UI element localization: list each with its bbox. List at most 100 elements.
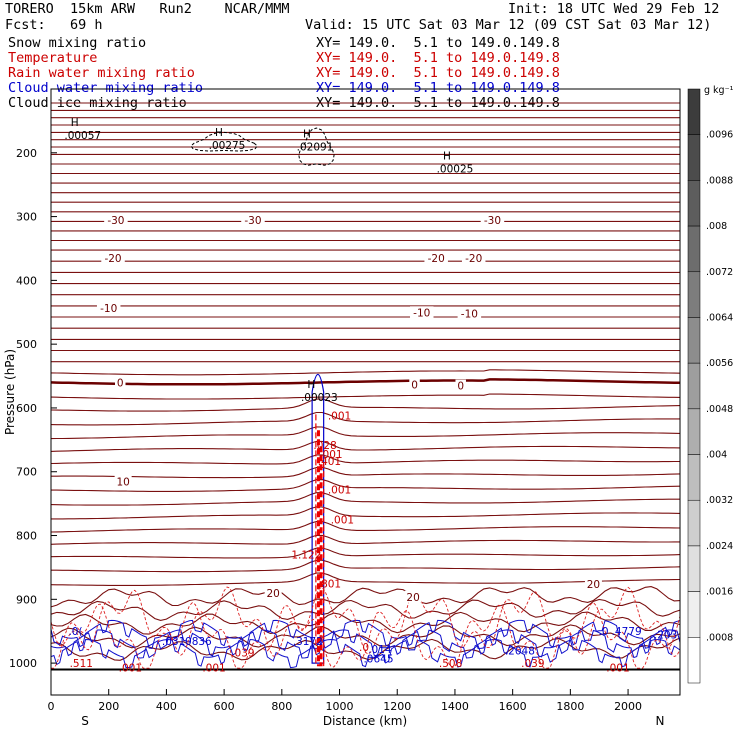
temperature-label: 20 xyxy=(406,592,419,604)
temperature-isotherm xyxy=(50,534,680,545)
cloud-water-label: .3172 xyxy=(293,636,323,648)
colorbar-swatch xyxy=(687,271,701,318)
temperature-isotherm xyxy=(51,559,681,573)
snow-max-marker: H xyxy=(307,379,315,391)
temperature-label: 0 xyxy=(117,377,124,389)
field-xy-rain: XY= 149.0. 5.1 to 149.0.149.8 xyxy=(316,65,560,81)
x-tick-label: 200 xyxy=(98,700,119,713)
snow-max-marker: H xyxy=(303,128,311,140)
y-tick-label: 800 xyxy=(16,530,37,543)
y-axis-label: Pressure (hPa) xyxy=(3,349,17,435)
colorbar-label: .004 xyxy=(706,450,727,461)
x-tick-label: 400 xyxy=(156,700,177,713)
colorbar-swatch xyxy=(687,454,701,501)
rain-label: .001 xyxy=(331,515,354,527)
colorbar-label: .0024 xyxy=(706,541,733,552)
cloud-water-label: .4779 xyxy=(612,626,642,638)
x-tick-label: 1000 xyxy=(326,700,354,713)
temperature-isotherm xyxy=(50,378,680,386)
temperature-label: -10 xyxy=(413,307,430,319)
x-tick-label: 600 xyxy=(214,700,235,713)
temperature-isotherm xyxy=(50,369,681,376)
x-tick-label: 1200 xyxy=(383,700,411,713)
temperature-isotherm xyxy=(50,411,680,426)
rain-label: .0 xyxy=(359,642,369,654)
temperature-label: 10 xyxy=(116,476,129,488)
y-tick-label: 500 xyxy=(16,338,37,351)
rain-contour xyxy=(51,602,681,669)
snow-max-marker: H xyxy=(443,151,451,163)
temperature-label: -20 xyxy=(428,253,445,265)
field-name-cloud-water: Cloud water mixing ratio xyxy=(8,80,204,96)
label-background xyxy=(101,252,125,265)
temperature-isotherm xyxy=(51,506,681,520)
colorbar-swatch xyxy=(687,225,701,273)
y-tick-label: 900 xyxy=(16,593,37,606)
label-background xyxy=(264,586,282,599)
model-title: TORERO 15km ARW Run2 NCAR/MMM xyxy=(5,1,290,17)
temperature-isotherm xyxy=(50,440,681,452)
colorbar-label: .0032 xyxy=(706,495,733,506)
label-background xyxy=(241,213,265,226)
snow-contour xyxy=(298,127,335,166)
rain-label: .001 xyxy=(606,663,629,675)
rain-label: .039 xyxy=(521,658,544,670)
temperature-label: 0 xyxy=(411,379,418,391)
cloud-water-label: .0836 xyxy=(182,636,212,648)
temperature-label: 20 xyxy=(587,579,600,591)
south-label: S xyxy=(81,714,89,728)
y-tick-label: 600 xyxy=(16,402,37,415)
colorbar-label: .0048 xyxy=(706,404,733,415)
x-tick-label: 1600 xyxy=(499,700,527,713)
x-axis: 0 200 400 600 800 1000 1200 1400 1600 1800 2000 xyxy=(48,689,642,713)
x-tick-label: 2000 xyxy=(614,700,642,713)
cloud-water-label: .0( xyxy=(68,626,82,638)
label-background xyxy=(424,252,448,265)
temperature-label: -10 xyxy=(461,309,478,321)
colorbar: .0096 .0088 .008 .0072 .0064 .0056 .0048 .004 .0… xyxy=(687,88,733,684)
snow-max-marker: H xyxy=(71,117,79,129)
colorbar-label: .0008 xyxy=(706,632,733,643)
colorbar-label: .0064 xyxy=(706,312,733,323)
snow-max-label: .00023 xyxy=(301,392,338,404)
x-tick-label: 1800 xyxy=(556,700,584,713)
colorbar-label: .008 xyxy=(706,221,727,232)
rain-label: .401 xyxy=(318,456,341,468)
cloud-water-label: .0 xyxy=(599,626,609,638)
rain-label: .001 xyxy=(119,663,142,675)
colorbar-swatch xyxy=(687,317,701,364)
cloud-water-label: .0645 xyxy=(363,654,393,666)
label-background xyxy=(104,213,128,226)
colorbar-swatch xyxy=(687,88,701,135)
y-axis: 200 300 400 500 600 700 800 900 1000 xyxy=(9,147,57,670)
y-tick-label: 300 xyxy=(16,211,37,224)
temperature-isotherm xyxy=(51,479,681,492)
north-label: N xyxy=(656,714,665,728)
field-xy-snow: XY= 149.0. 5.1 to 149.0.149.8 xyxy=(316,35,560,51)
temperature-isotherm xyxy=(50,454,680,465)
snow-max-label: .00025 xyxy=(437,164,474,176)
temperature-isotherm xyxy=(50,611,681,635)
colorbar-label: .0096 xyxy=(706,130,733,141)
rain-label: .001 xyxy=(202,663,225,675)
temperature-isotherm xyxy=(50,572,681,586)
rain-label: .028 xyxy=(313,440,336,452)
valid-time: Valid: 15 UTC Sat 03 Mar 12 (09 CST Sat … xyxy=(305,17,712,33)
snow-max-label: .00275 xyxy=(209,140,246,152)
temperature-label: -10 xyxy=(100,303,117,315)
temperature-isotherm xyxy=(50,598,681,621)
colorbar-swatch xyxy=(687,499,701,547)
rain-label: .508 xyxy=(439,658,462,670)
label-background xyxy=(114,376,126,389)
field-xy-cloud-water: XY= 149.0. 5.1 to 149.0.149.8 xyxy=(316,80,560,96)
temperature-label: -20 xyxy=(465,253,482,265)
temperature-isotherm xyxy=(50,586,681,608)
plot-frame xyxy=(50,88,681,696)
temperature-label: -30 xyxy=(244,215,261,227)
contour-labels: -30 -30 -30 -20 -20 -20 -10 -10 -10 0 0 0 10 20 20 20 H.… xyxy=(64,117,677,675)
temperature-label: 20 xyxy=(266,588,279,600)
snow-max-marker: H xyxy=(215,127,223,139)
label-background xyxy=(96,301,121,314)
temperature-isotherm xyxy=(50,492,680,506)
x-tick-label: 0 xyxy=(48,700,55,713)
